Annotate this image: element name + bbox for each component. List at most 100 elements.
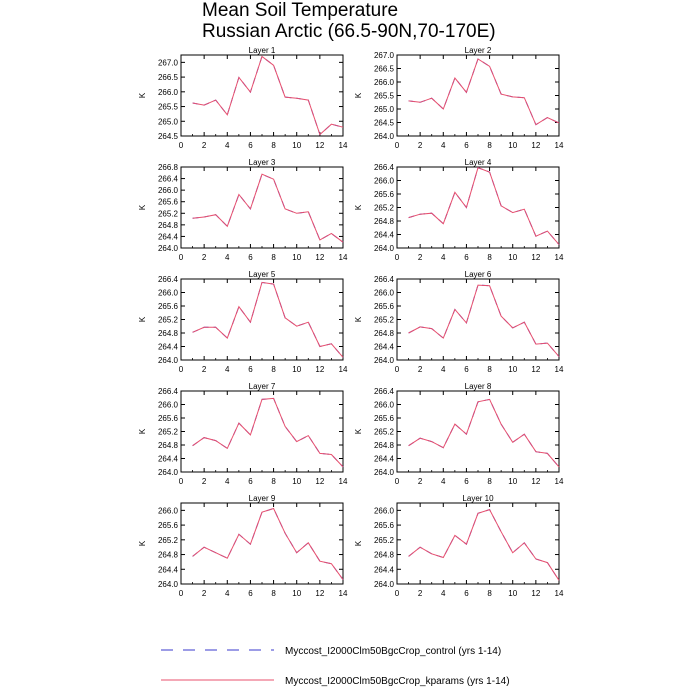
panel-title: Layer 2 — [465, 46, 492, 55]
panel-title: Layer 10 — [462, 494, 494, 503]
x-tick-label: 2 — [202, 365, 207, 374]
y-tick-label: 266.0 — [374, 289, 395, 298]
x-tick-label: 8 — [487, 365, 492, 374]
y-tick-label: 266.0 — [158, 88, 179, 97]
x-tick-label: 4 — [441, 589, 446, 598]
x-tick-label: 2 — [418, 253, 423, 262]
y-tick-label: 265.6 — [374, 521, 395, 530]
y-tick-label: 266.4 — [158, 387, 179, 396]
series-line-control — [408, 508, 560, 581]
y-tick-label: 264.4 — [158, 232, 179, 241]
y-tick-label: 264.8 — [374, 441, 395, 450]
y-tick-label: 266.0 — [374, 506, 395, 515]
x-tick-label: 6 — [248, 253, 253, 262]
y-tick-label: 265.6 — [374, 414, 395, 423]
x-tick-label: 0 — [179, 477, 184, 486]
y-tick-label: 264.4 — [158, 343, 179, 352]
x-tick-label: 12 — [315, 141, 324, 150]
x-tick-label: 4 — [441, 253, 446, 262]
x-tick-label: 12 — [531, 477, 540, 486]
y-tick-label: 264.0 — [158, 244, 179, 253]
chart-subtitle: Russian Arctic (66.5-90N,70-170E) — [202, 21, 496, 42]
y-axis-label: K — [138, 204, 147, 210]
panel-5: Layer 5 K 0 2 4 6 8 10 12 14 264.0 264.4 264.8 265.2 2… — [138, 270, 348, 374]
panel-title: Layer 7 — [249, 382, 276, 391]
panel-frame — [396, 502, 560, 585]
y-axis-label: K — [138, 316, 147, 322]
x-tick-label: 2 — [418, 141, 423, 150]
y-tick-label: 264.0 — [158, 356, 179, 365]
x-tick-label: 6 — [464, 141, 469, 150]
y-tick-label: 265.2 — [374, 536, 395, 545]
y-tick-label: 264.5 — [374, 119, 395, 128]
y-tick-label: 265.6 — [158, 521, 179, 530]
series-line-kparams — [192, 281, 344, 358]
y-tick-label: 266.0 — [374, 177, 395, 186]
x-tick-label: 14 — [555, 365, 564, 374]
series-line-kparams — [192, 507, 344, 580]
y-tick-label: 267.0 — [374, 51, 395, 60]
y-tick-label: 264.8 — [158, 551, 179, 560]
x-tick-label: 0 — [395, 141, 400, 150]
x-tick-label: 8 — [271, 365, 276, 374]
y-tick-label: 266.0 — [158, 506, 179, 515]
x-tick-label: 14 — [339, 253, 348, 262]
y-tick-label: 266.0 — [158, 186, 179, 195]
y-tick-label: 265.2 — [374, 316, 395, 325]
x-tick-label: 4 — [441, 477, 446, 486]
y-tick-label: 266.0 — [158, 401, 179, 410]
x-tick-label: 4 — [441, 141, 446, 150]
y-tick-label: 264.8 — [158, 441, 179, 450]
x-tick-label: 12 — [315, 589, 324, 598]
x-tick-label: 4 — [225, 365, 230, 374]
x-tick-label: 12 — [531, 141, 540, 150]
x-tick-label: 8 — [271, 477, 276, 486]
series-line-control — [408, 167, 560, 245]
x-tick-label: 10 — [508, 477, 517, 486]
x-tick-label: 8 — [271, 589, 276, 598]
x-tick-label: 8 — [487, 253, 492, 262]
x-tick-label: 0 — [395, 253, 400, 262]
y-tick-label: 265.0 — [158, 117, 179, 126]
y-tick-label: 265.6 — [158, 414, 179, 423]
y-tick-label: 266.0 — [158, 289, 179, 298]
y-tick-label: 264.0 — [374, 132, 395, 141]
x-tick-label: 14 — [339, 477, 348, 486]
panel-2: Layer 2 K 0 2 4 6 8 10 12 14 264.0 264.5 265.0 265.5 2… — [354, 46, 564, 150]
series-line-kparams — [408, 167, 560, 245]
panel-title: Layer 5 — [249, 270, 276, 279]
panel-frame — [396, 166, 560, 249]
x-tick-label: 2 — [202, 589, 207, 598]
panel-3: Layer 3 K 0 2 4 6 8 10 12 14 264.0 264.4 264.8 265.2 2… — [138, 158, 348, 262]
panel-title: Layer 4 — [465, 158, 492, 167]
y-axis-label: K — [138, 92, 147, 98]
y-axis-label: K — [138, 428, 147, 434]
y-tick-label: 264.8 — [374, 551, 395, 560]
series-line-kparams — [408, 508, 560, 581]
y-tick-label: 265.2 — [158, 316, 179, 325]
panel-frame — [396, 278, 560, 361]
series-line-kparams — [192, 397, 344, 468]
x-tick-label: 0 — [179, 253, 184, 262]
panel-title: Layer 6 — [465, 270, 492, 279]
x-tick-label: 4 — [225, 589, 230, 598]
legend-entry-2: Myccost_I2000Clm50BgcCrop_kparams (yrs 1… — [161, 676, 510, 687]
series-line-kparams — [192, 173, 344, 243]
x-tick-label: 2 — [202, 141, 207, 150]
x-tick-label: 10 — [508, 365, 517, 374]
x-tick-label: 8 — [487, 141, 492, 150]
x-tick-label: 6 — [248, 365, 253, 374]
series-line-control — [408, 58, 560, 126]
x-tick-label: 2 — [418, 477, 423, 486]
panel-10: Layer 10 K 0 2 4 6 8 10 12 14 264.0 264.4 264.8 265.2… — [354, 494, 564, 598]
y-tick-label: 264.0 — [374, 468, 395, 477]
y-tick-label: 264.0 — [158, 580, 179, 589]
legend-label: Myccost_I2000Clm50BgcCrop_control (yrs 1… — [285, 646, 501, 657]
panel-title: Layer 9 — [249, 494, 276, 503]
x-tick-label: 2 — [202, 477, 207, 486]
x-tick-label: 14 — [555, 589, 564, 598]
x-tick-label: 10 — [292, 365, 301, 374]
x-tick-label: 0 — [179, 589, 184, 598]
y-tick-label: 267.0 — [158, 58, 179, 67]
